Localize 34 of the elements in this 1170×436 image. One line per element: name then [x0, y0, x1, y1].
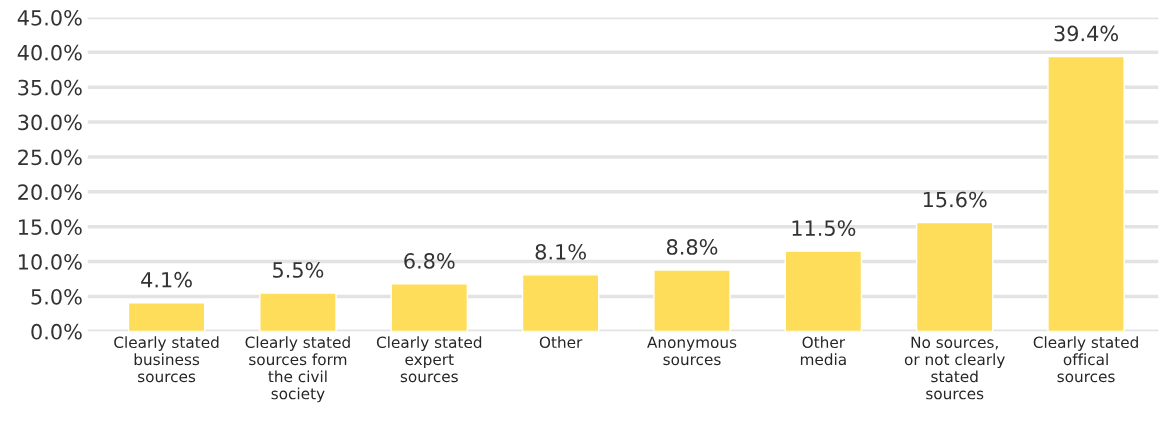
bar [127, 302, 206, 332]
y-tick-label: 25.0% [18, 149, 82, 166]
data-label: 4.1% [141, 271, 192, 288]
data-label: 5.5% [273, 262, 324, 278]
y-tick-label: 15.0% [19, 219, 82, 235]
bar [521, 274, 600, 332]
bar [1047, 55, 1125, 332]
x-tick-label: No sources, or not clearly stated sources [904, 336, 1005, 400]
y-tick-label: 5.0% [31, 288, 82, 305]
data-label: 6.8% [404, 253, 455, 269]
data-label: 15.6% [923, 191, 987, 208]
bar [784, 250, 863, 332]
data-label: 8.8% [666, 239, 718, 255]
bar [259, 292, 337, 332]
y-tick-label: 40.0% [17, 44, 82, 61]
bar [915, 221, 994, 332]
data-label: 39.4% [1054, 25, 1118, 42]
bar [653, 269, 731, 332]
x-tick-label: Anonymous sources [647, 336, 737, 366]
data-label: 11.5% [792, 220, 856, 236]
x-tick-label: Clearly stated sources form the civil society [245, 336, 350, 403]
x-tick-label: Other media [800, 336, 846, 366]
y-tick-label: 10.0% [19, 254, 82, 270]
y-tick-label: 30.0% [18, 114, 82, 131]
x-tick-label: Clearly stated expert sources [376, 336, 482, 383]
y-tick-label: 20.0% [18, 184, 82, 201]
data-label: 8.1% [535, 243, 586, 260]
x-tick-label: Clearly stated offical sources [1033, 336, 1138, 383]
y-tick-label: 35.0% [18, 79, 82, 96]
x-tick-label: Clearly stated business sources [114, 336, 219, 383]
bar [390, 283, 469, 332]
y-tick-label: 0.0% [31, 323, 82, 340]
y-tick-label: 45.0% [17, 9, 82, 26]
x-tick-label: Other [539, 336, 583, 349]
